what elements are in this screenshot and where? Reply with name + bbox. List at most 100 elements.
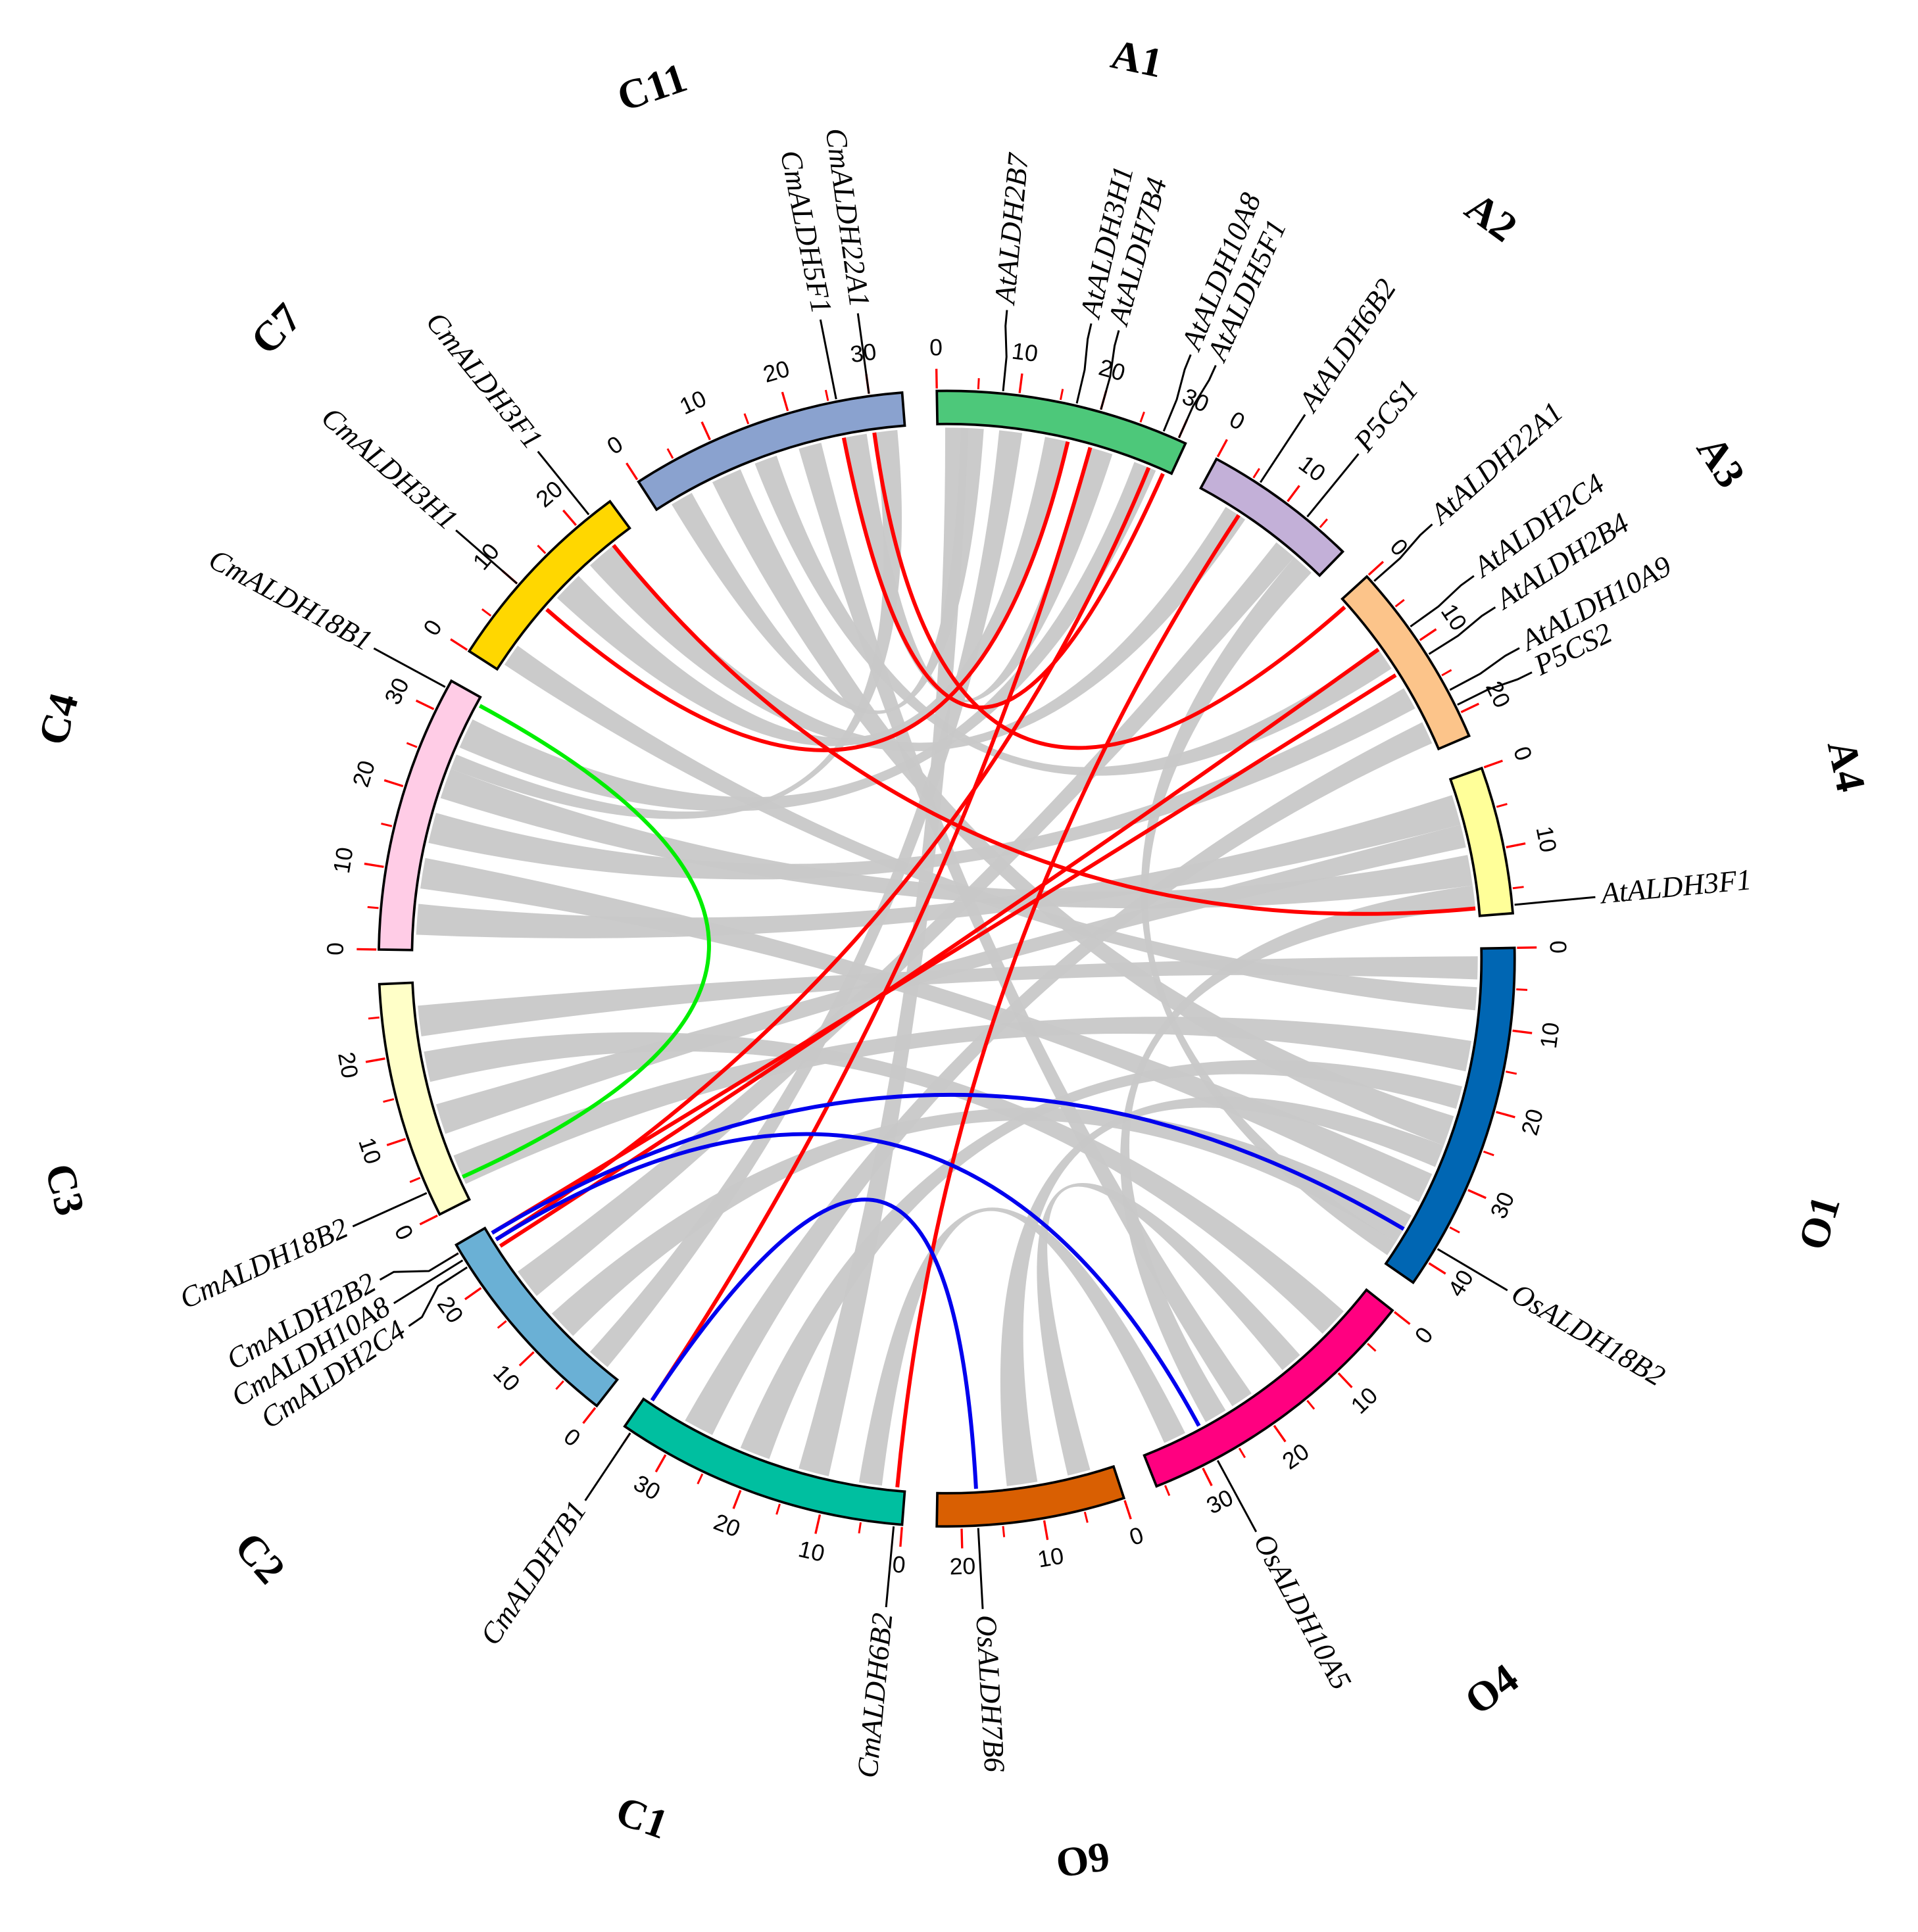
gene-leader bbox=[408, 1267, 468, 1327]
chromosome-label: O9 bbox=[1053, 1833, 1113, 1887]
minor-tick bbox=[1139, 411, 1145, 423]
ideogram bbox=[467, 499, 631, 671]
gene-leader bbox=[819, 319, 837, 400]
tick-label: 0 bbox=[559, 1423, 585, 1452]
tick-label: 10 bbox=[796, 1535, 827, 1567]
tick-label: 10 bbox=[1035, 1542, 1066, 1572]
major-tick bbox=[1123, 1500, 1132, 1520]
synteny-ribbon bbox=[453, 1017, 1471, 1184]
tick-label: 10 bbox=[676, 385, 710, 420]
minor-tick bbox=[775, 1503, 781, 1515]
tick-label: 0 bbox=[891, 1551, 906, 1578]
chromosome-label: A2 bbox=[1457, 183, 1526, 251]
gene-link bbox=[895, 514, 1241, 1487]
chromosome-label: C1 bbox=[610, 1787, 674, 1848]
chromosome-label: C2 bbox=[226, 1523, 295, 1592]
major-tick bbox=[415, 699, 435, 710]
gene-label: P5CS1 bbox=[1347, 374, 1425, 458]
major-tick bbox=[626, 462, 639, 481]
tick-label: 10 bbox=[328, 845, 358, 875]
ideogram bbox=[378, 679, 482, 952]
tick-label: 0 bbox=[322, 942, 349, 955]
gene-leader bbox=[584, 1432, 631, 1501]
major-tick bbox=[364, 862, 384, 868]
tick-label: 10 bbox=[1535, 1021, 1565, 1050]
chromosome-label: O4 bbox=[1456, 1654, 1527, 1724]
tick-label: 30 bbox=[629, 1470, 665, 1505]
synteny-ribbon bbox=[1000, 1096, 1444, 1486]
synteny-ribbon bbox=[672, 427, 984, 714]
minor-tick bbox=[1252, 468, 1260, 479]
ideogram bbox=[935, 389, 1187, 475]
major-tick bbox=[1460, 702, 1480, 713]
synteny-ribbon bbox=[799, 427, 969, 1476]
minor-tick bbox=[1083, 1511, 1089, 1523]
gene-label: CmALDH3H1 bbox=[315, 400, 464, 536]
synteny-ribbon bbox=[440, 769, 1473, 909]
gene-leader bbox=[1449, 647, 1520, 691]
minor-tick bbox=[406, 742, 418, 748]
gene-label: CmALDH18B1 bbox=[204, 543, 378, 658]
minor-tick bbox=[409, 1176, 421, 1183]
gene-leader bbox=[373, 647, 446, 688]
major-tick bbox=[450, 638, 468, 651]
minor-tick bbox=[1483, 1150, 1494, 1157]
major-tick bbox=[562, 509, 577, 526]
gene-leader bbox=[1410, 575, 1475, 627]
major-tick bbox=[1512, 1029, 1533, 1034]
major-tick bbox=[1287, 485, 1300, 502]
major-tick bbox=[899, 1527, 903, 1547]
ideogram bbox=[1143, 1288, 1394, 1488]
minor-tick bbox=[383, 1098, 395, 1103]
minor-tick bbox=[1238, 1447, 1246, 1459]
chromosome-label: C4 bbox=[29, 688, 87, 750]
ideogram bbox=[637, 391, 906, 512]
gene-leader bbox=[1437, 1248, 1508, 1292]
gene-label: CmALDH6B2 bbox=[850, 1612, 898, 1779]
major-tick bbox=[464, 1287, 482, 1301]
minor-tick bbox=[1367, 1343, 1377, 1352]
synteny-ribbon bbox=[428, 688, 1415, 880]
minor-tick bbox=[497, 1320, 507, 1329]
major-tick bbox=[1393, 1311, 1411, 1325]
major-tick bbox=[518, 1351, 535, 1366]
tick-label: 30 bbox=[380, 674, 414, 709]
synteny-ribbon bbox=[416, 795, 1461, 938]
chromosome-label: C7 bbox=[241, 294, 310, 363]
minor-tick bbox=[666, 448, 674, 459]
gene-leader bbox=[1514, 896, 1596, 906]
tick-label: 0 bbox=[602, 431, 627, 460]
minor-tick bbox=[1319, 518, 1328, 529]
major-tick bbox=[386, 1138, 406, 1147]
gene-leader bbox=[379, 1252, 459, 1281]
chromosome-label: C3 bbox=[36, 1159, 94, 1220]
tick-label: 10 bbox=[1531, 824, 1562, 855]
gene-leader bbox=[537, 450, 590, 516]
gene-label: CmALDH3F1 bbox=[420, 306, 549, 455]
gene-leader bbox=[1162, 354, 1192, 432]
major-tick bbox=[383, 779, 404, 788]
tick-label: 20 bbox=[1516, 1106, 1548, 1138]
major-tick bbox=[1337, 1372, 1353, 1389]
gene-leader bbox=[1002, 310, 1008, 391]
gene-link bbox=[612, 544, 1476, 916]
tick-label: 0 bbox=[1410, 1322, 1438, 1348]
major-tick bbox=[1483, 760, 1503, 769]
link-layer bbox=[462, 432, 1476, 1489]
minor-tick bbox=[1164, 1485, 1171, 1496]
minor-tick bbox=[555, 1380, 564, 1390]
major-tick bbox=[1367, 560, 1385, 576]
gene-leader bbox=[1260, 414, 1306, 483]
minor-tick bbox=[537, 544, 547, 554]
major-tick bbox=[1273, 1424, 1287, 1443]
synteny-ribbon bbox=[420, 857, 1433, 1202]
gene-link bbox=[872, 432, 1346, 750]
major-tick bbox=[1202, 1467, 1213, 1487]
minor-tick bbox=[824, 389, 829, 401]
gene-leader bbox=[977, 1528, 984, 1609]
tick-label: 0 bbox=[1225, 406, 1249, 435]
minor-tick bbox=[1059, 389, 1064, 400]
minor-tick bbox=[1506, 1071, 1517, 1075]
gene-leader bbox=[1178, 365, 1217, 439]
